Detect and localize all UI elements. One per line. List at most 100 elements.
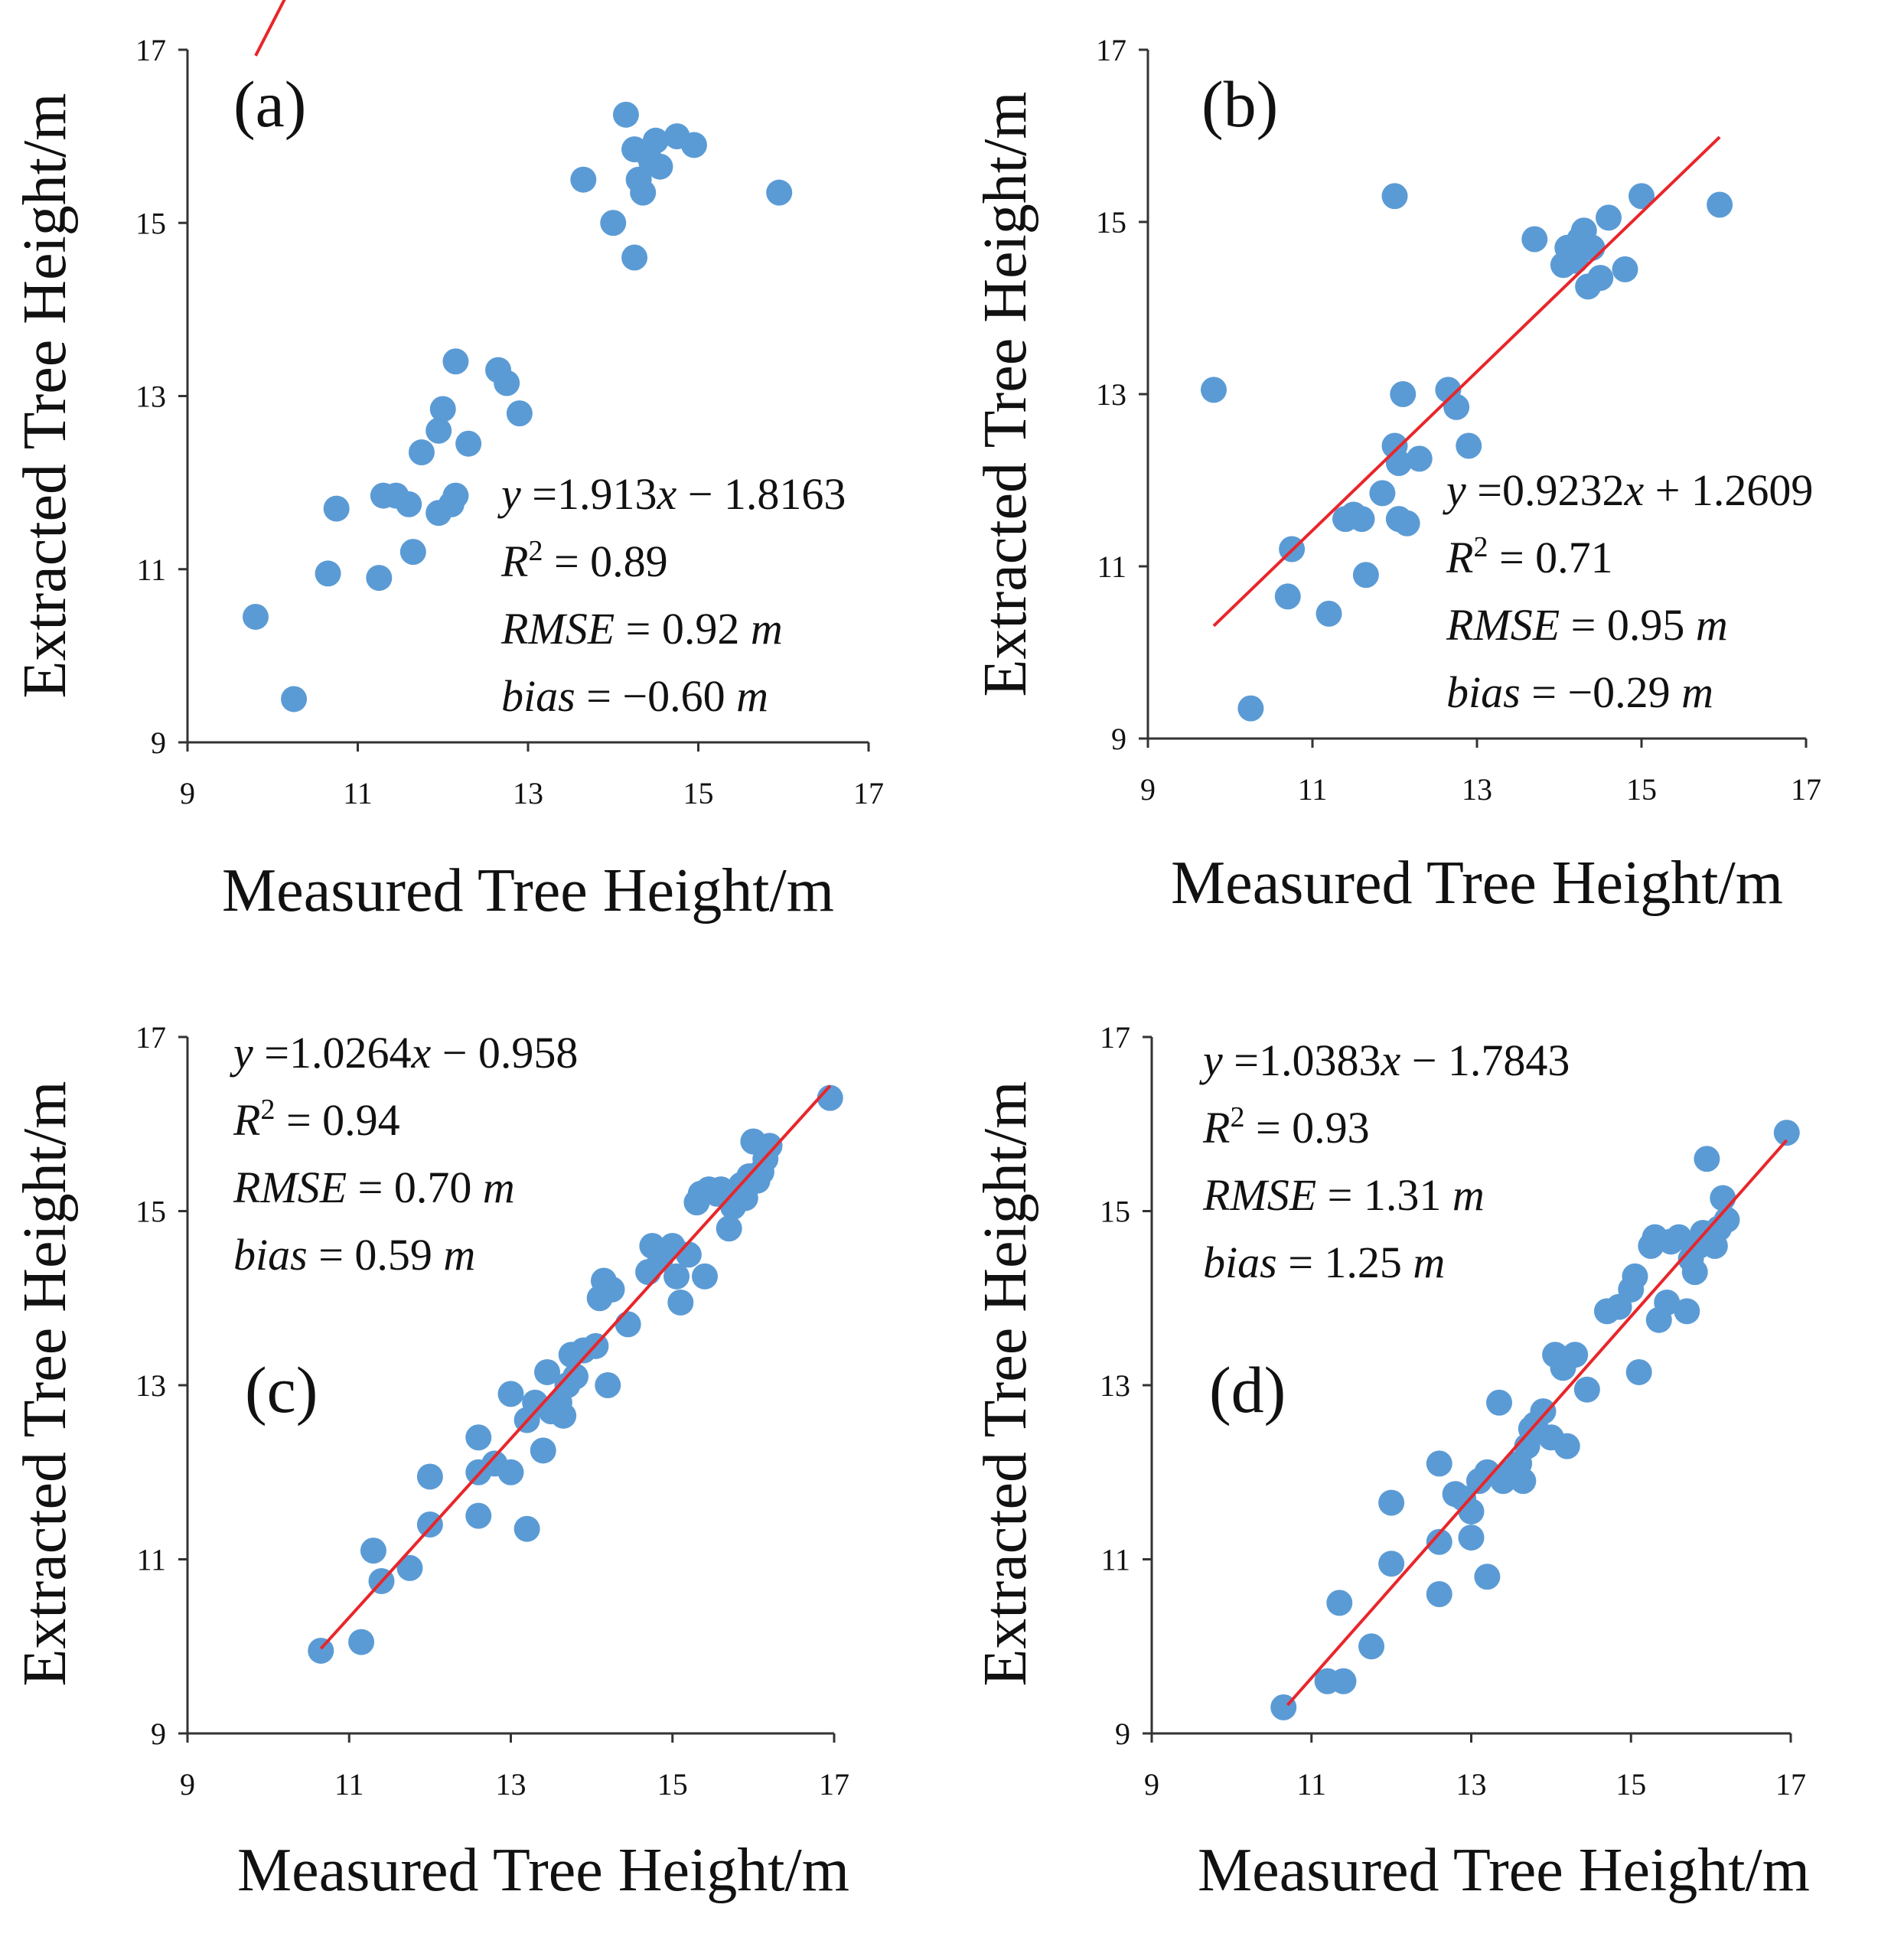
- data-point: [692, 1263, 718, 1290]
- data-point: [429, 396, 456, 422]
- x-tick-label: 17: [819, 1767, 849, 1802]
- panel-label: (d): [1209, 1353, 1286, 1427]
- r-squared-exponent: 2: [260, 1094, 275, 1126]
- data-point: [1710, 1185, 1736, 1211]
- r-squared: R2 = 0.94: [233, 1094, 400, 1145]
- data-point: [600, 210, 627, 236]
- data-point: [497, 1381, 524, 1407]
- panel-label: (b): [1201, 67, 1278, 141]
- y-tick-label: 9: [151, 1717, 166, 1751]
- data-point: [1458, 1498, 1485, 1524]
- equation-y-var: y: [230, 1028, 253, 1078]
- data-point: [1622, 1263, 1648, 1290]
- data-point: [766, 179, 793, 206]
- data-point: [612, 101, 639, 128]
- rmse-label: RMSE: [500, 604, 615, 654]
- rmse-label: RMSE: [1446, 600, 1560, 650]
- bias-value: = −0.29: [1521, 667, 1681, 717]
- bias: bias = 0.59 m: [233, 1230, 475, 1280]
- equation-y-var: y: [1199, 1035, 1223, 1085]
- data-point: [1654, 1289, 1681, 1316]
- x-tick-label: 13: [496, 1767, 527, 1802]
- x-tick-label: 13: [1462, 772, 1492, 807]
- data-point: [308, 1637, 334, 1664]
- data-point: [1773, 1120, 1800, 1146]
- equation-intercept: − 1.8163: [677, 469, 846, 519]
- data-point: [530, 1437, 556, 1464]
- x-axis-title: Measured Tree Height/m: [1198, 1837, 1810, 1904]
- x-tick-label: 13: [1456, 1767, 1487, 1802]
- rmse-value: = 0.70: [347, 1163, 483, 1212]
- data-point: [550, 1402, 577, 1429]
- data-point: [642, 127, 669, 154]
- data-point: [1707, 191, 1733, 218]
- bias-label: bias: [501, 671, 575, 721]
- bias-unit: m: [736, 671, 768, 721]
- rmse-unit: m: [751, 604, 783, 654]
- bias-value: = 1.25: [1277, 1238, 1413, 1287]
- y-tick-label: 17: [135, 1020, 166, 1055]
- data-point: [1390, 381, 1417, 407]
- data-point: [408, 439, 435, 466]
- bias-label: bias: [1446, 667, 1521, 717]
- equation-slope: =0.9232: [1466, 465, 1625, 515]
- data-point: [506, 400, 533, 427]
- data-point: [1369, 480, 1396, 507]
- panel-label: (a): [233, 67, 306, 141]
- data-point: [1406, 445, 1433, 472]
- data-point: [534, 1358, 561, 1385]
- data-point: [1510, 1468, 1537, 1495]
- r-squared-value: = 0.94: [275, 1095, 399, 1145]
- rmse-unit: m: [1452, 1170, 1485, 1220]
- data-point: [281, 686, 308, 713]
- bias: bias = −0.60 m: [501, 671, 768, 721]
- panel-b: 9 11 13 15 17 9 11 13 15 17 Measured Tree Height/m…: [972, 33, 1821, 917]
- x-tick-label: 15: [657, 1767, 688, 1802]
- data-point: [1665, 1224, 1692, 1251]
- equation-slope: =1.913: [521, 469, 657, 519]
- data-point: [465, 1502, 492, 1529]
- data-point: [621, 244, 648, 271]
- data-point: [465, 1424, 492, 1451]
- x-axis-title: Measured Tree Height/m: [222, 857, 834, 924]
- x-tick-label: 9: [1144, 1767, 1159, 1802]
- r-squared-symbol: R: [233, 1095, 260, 1145]
- data-point: [494, 370, 520, 396]
- r-squared-exponent: 2: [1230, 1101, 1244, 1133]
- equation-slope: =1.0264: [253, 1028, 412, 1078]
- data-point: [716, 1215, 742, 1242]
- y-axis-title: Extracted Tree Height/m: [972, 92, 1039, 697]
- regression-line: [1212, 135, 1721, 628]
- data-point: [323, 495, 350, 522]
- data-point: [562, 1363, 588, 1390]
- data-point: [416, 1463, 443, 1490]
- data-point: [1521, 226, 1548, 253]
- equation-y-var: y: [497, 469, 521, 519]
- data-point: [396, 1554, 423, 1581]
- r-squared: R2 = 0.93: [1202, 1101, 1370, 1153]
- y-tick-label: 13: [135, 1368, 166, 1403]
- fit-equation: y =1.913x − 1.8163: [497, 469, 846, 519]
- data-point: [570, 166, 597, 193]
- data-point: [1378, 1489, 1405, 1516]
- data-point: [1681, 1259, 1708, 1286]
- equation-x-var: x: [1380, 1035, 1400, 1085]
- data-point: [663, 1263, 690, 1290]
- y-tick-label: 13: [1100, 1368, 1130, 1403]
- data-point: [1201, 377, 1227, 403]
- data-point: [667, 1289, 694, 1316]
- x-tick-label: 9: [180, 776, 195, 810]
- rmse-label: RMSE: [1202, 1170, 1316, 1220]
- y-axis-title: Extracted Tree Height/m: [11, 1081, 79, 1687]
- data-point: [1629, 183, 1655, 210]
- x-axis-title: Measured Tree Height/m: [237, 1837, 849, 1904]
- x-tick-label: 11: [334, 1767, 364, 1802]
- data-point: [1381, 183, 1408, 210]
- equation-y-var: y: [1443, 465, 1466, 515]
- r-squared-symbol: R: [1202, 1103, 1230, 1153]
- data-point: [1352, 562, 1379, 589]
- data-point: [1458, 1524, 1485, 1551]
- data-point: [1274, 583, 1301, 610]
- rmse-value: = 0.95: [1560, 600, 1696, 650]
- data-point: [348, 1629, 375, 1655]
